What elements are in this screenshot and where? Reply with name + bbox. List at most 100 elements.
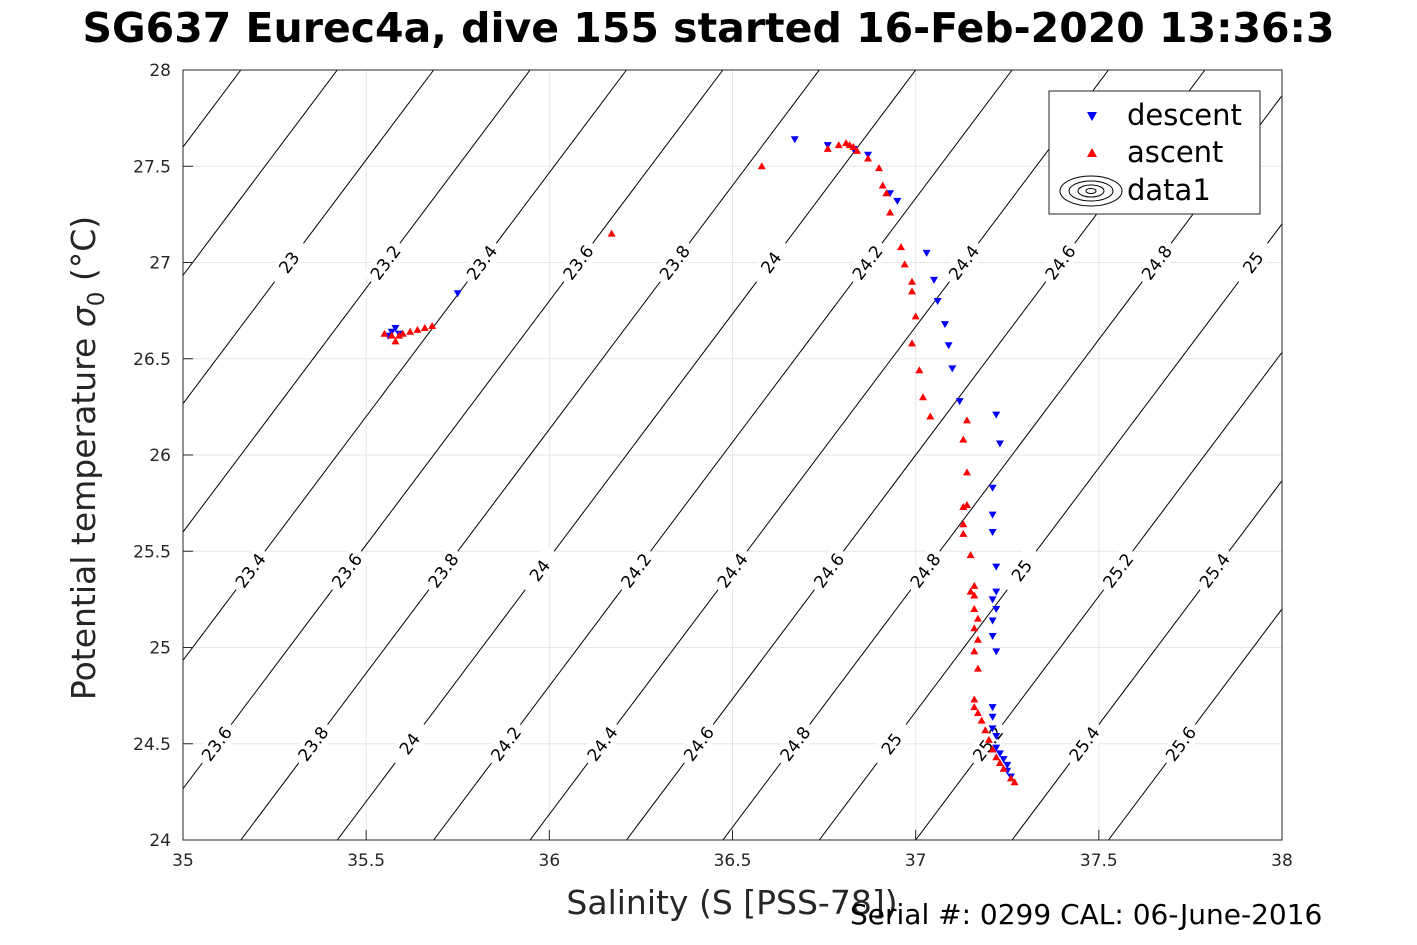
isopycnal-line xyxy=(183,70,724,790)
ascent-point xyxy=(959,502,968,510)
ascent-point xyxy=(999,764,1008,772)
legend-ascent-label: ascent xyxy=(1127,135,1223,169)
ascent-point xyxy=(959,435,968,443)
legend-data1-label: data1 xyxy=(1127,173,1211,207)
contour-label-bg xyxy=(964,717,1012,770)
contour-label-bg xyxy=(771,717,819,770)
descent-point xyxy=(992,733,1001,741)
contour-label-bg xyxy=(1133,236,1180,289)
ascent-point xyxy=(387,331,396,339)
y-tick-label: 24.5 xyxy=(133,735,171,755)
isopycnal-line xyxy=(915,351,1282,840)
ascent-point xyxy=(970,647,979,655)
descent-point xyxy=(988,617,997,625)
y-tick-label: 25 xyxy=(149,639,171,659)
contour-label-bg xyxy=(1037,236,1084,289)
ascent-point xyxy=(398,329,407,337)
contour-label-bg xyxy=(386,717,433,770)
axis-ticks: 35 35.5 36 36.5 37 37.5 38 24 24.5 25 25.5 26 26.5 27… xyxy=(133,61,1293,871)
ascent-point xyxy=(915,366,924,374)
x-tick-label: 35.5 xyxy=(347,851,385,871)
contour-label-bg xyxy=(323,544,371,597)
isopycnal-line xyxy=(183,70,338,277)
data-points xyxy=(380,136,1019,786)
ascent-point xyxy=(380,329,389,337)
contour-label-bg xyxy=(458,236,506,289)
ascent-point xyxy=(995,759,1004,766)
contour-label-bg xyxy=(940,236,988,289)
contour-label-bg xyxy=(902,544,949,597)
ascent-point xyxy=(757,162,766,170)
ascent-point xyxy=(926,412,935,420)
ascent-point xyxy=(395,331,404,339)
contour-label-bg xyxy=(1229,236,1277,289)
ascent-point xyxy=(973,614,982,622)
ascent-point xyxy=(973,708,982,716)
descent-point xyxy=(995,440,1004,448)
descent-point xyxy=(944,342,953,350)
descent-point xyxy=(995,750,1004,758)
descent-point xyxy=(992,606,1001,613)
descent-point xyxy=(992,744,1001,752)
isopycnal-line xyxy=(240,70,820,840)
descent-point xyxy=(453,290,462,298)
descent-point xyxy=(992,648,1001,656)
descent-point xyxy=(988,725,997,733)
descent-point xyxy=(999,756,1008,764)
ascent-point xyxy=(962,501,971,509)
x-tick-label: 36.5 xyxy=(714,851,752,871)
contour-label-bg xyxy=(555,236,602,289)
ascent-point xyxy=(420,323,429,331)
y-tick-label: 24 xyxy=(149,831,171,851)
contour-label-bg xyxy=(516,544,563,597)
descent-point xyxy=(988,511,997,519)
ascent-point xyxy=(977,716,986,724)
x-tick-label: 35 xyxy=(172,851,194,871)
ascent-point xyxy=(959,520,968,528)
contour-label-bg xyxy=(579,717,626,770)
ascent-point xyxy=(607,229,616,237)
isopycnal-line xyxy=(818,223,1282,840)
descent-point xyxy=(992,411,1001,419)
contour-label-bg xyxy=(289,717,337,770)
descent-point xyxy=(988,596,997,604)
isopycnal-line xyxy=(1011,479,1282,840)
x-tick-label: 37.5 xyxy=(1080,851,1118,871)
legend: descent ascent data1 xyxy=(1048,90,1261,215)
ascent-point xyxy=(973,635,982,643)
descent-point xyxy=(929,276,938,284)
contour-label-bg xyxy=(675,717,722,770)
descent-point xyxy=(988,484,997,492)
ascent-point xyxy=(970,605,979,612)
ascent-point xyxy=(886,208,895,216)
contour-label-bg xyxy=(805,544,853,597)
ascent-point xyxy=(864,154,873,162)
ascent-point xyxy=(1010,778,1019,786)
contour-label-bg xyxy=(709,544,756,597)
ascent-point xyxy=(984,735,993,743)
contour-label-bg xyxy=(482,717,530,770)
ascent-point xyxy=(875,164,884,172)
contour-label-bg xyxy=(265,236,313,289)
legend-ascent-marker xyxy=(1087,148,1097,157)
ascent-point xyxy=(900,260,909,268)
ascent-point xyxy=(911,312,920,320)
serial-calibration-note: Serial #: 0299 CAL: 06-June-2016 xyxy=(850,898,1323,931)
ascent-point xyxy=(823,144,832,152)
ascent-point xyxy=(981,726,990,734)
descent-point xyxy=(1003,761,1012,769)
ascent-point xyxy=(959,529,968,537)
y-tick-label: 27.5 xyxy=(133,157,171,177)
contour-label-bg xyxy=(1191,544,1238,597)
descent-point xyxy=(988,529,997,536)
descent-point xyxy=(988,632,997,640)
ascent-point xyxy=(962,416,971,424)
ascent-point xyxy=(834,141,843,149)
ascent-point xyxy=(406,327,415,335)
ascent-point xyxy=(970,703,979,711)
x-axis-label: Salinity (S [PSS-78]) xyxy=(566,883,897,922)
ascent-point xyxy=(966,551,975,559)
descent-point xyxy=(933,298,942,305)
contour-label-bg xyxy=(612,544,660,597)
